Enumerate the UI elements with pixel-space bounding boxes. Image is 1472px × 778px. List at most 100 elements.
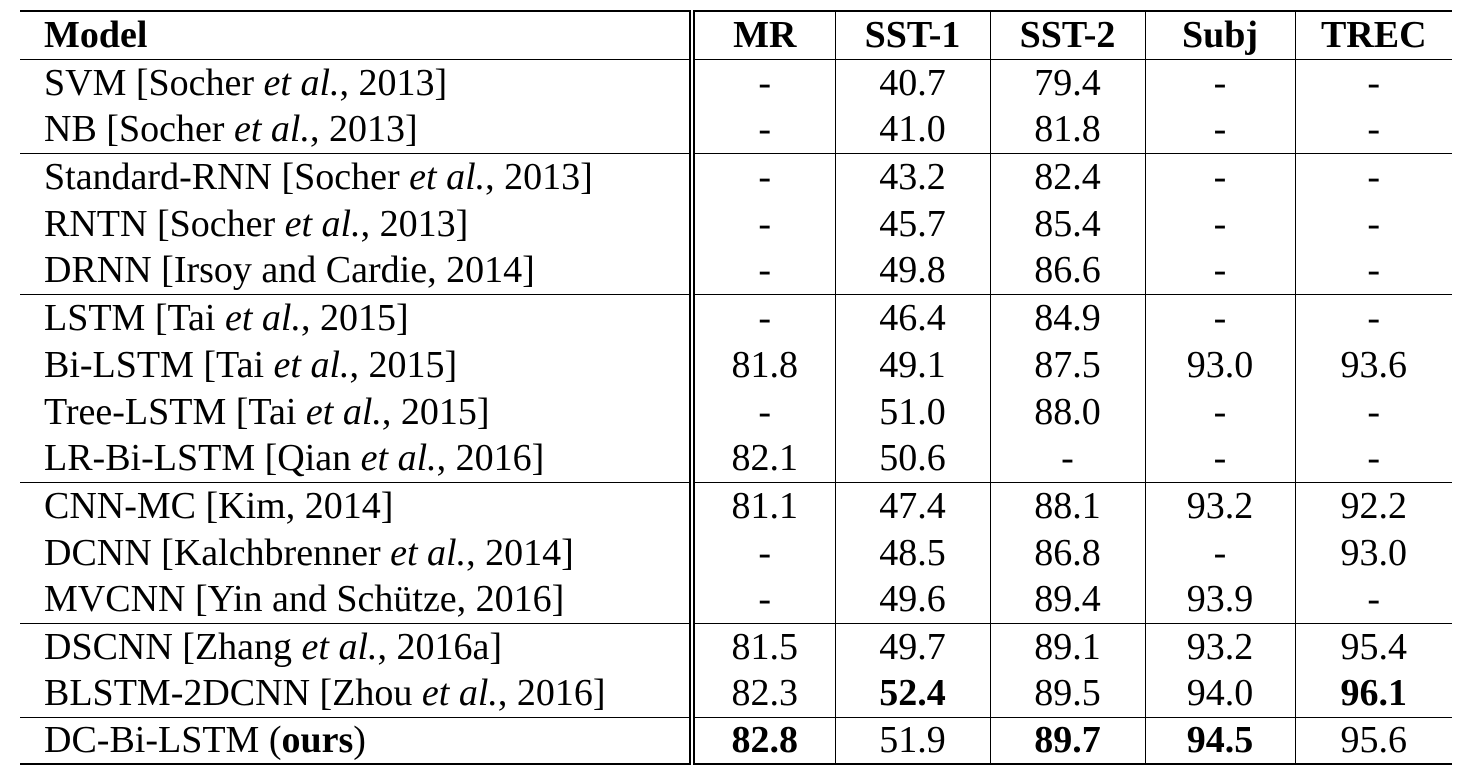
score-cell: 48.5 [834, 529, 990, 576]
table-row: DSCNN [Zhang et al., 2016a] 81.5 49.7 89.1 9… [20, 623, 1452, 670]
score-cell: 49.8 [834, 247, 990, 294]
model-text: MVCNN [Yin and Schütze, 2016] [44, 578, 565, 621]
table-row: LR-Bi-LSTM [Qian et al., 2016] 82.1 50.6- -… [20, 435, 1452, 482]
model-text: Standard-RNN [Socher [44, 155, 410, 198]
model-text: , 2013] [339, 61, 448, 104]
model-cell: DRNN [Irsoy and Cardie, 2014] [20, 247, 695, 294]
score-cell: 49.6 [834, 576, 990, 623]
score-cell: 88.0 [989, 388, 1145, 435]
model-cell: CNN-MC [Kim, 2014] [20, 482, 695, 529]
score-cell: 94.0 [1144, 670, 1295, 717]
model-text: DC-Bi-LSTM ( [44, 719, 282, 762]
score-cell: 86.8 [989, 529, 1145, 576]
model-text: , 2015] [381, 390, 490, 433]
score-cell: - [1144, 294, 1295, 341]
score-cell: 41.0 [834, 106, 990, 153]
score-cell: 93.2 [1144, 482, 1295, 529]
score-cell: 86.6 [989, 247, 1145, 294]
score-cell: 95.4 [1294, 623, 1452, 670]
model-cell: Tree-LSTM [Tai et al., 2015] [20, 388, 695, 435]
header-cell: SST-1 [834, 11, 990, 59]
score-cell: - [758, 202, 772, 245]
row-group: LSTM [Tai et al., 2015] -46.4 84.9- - Bi-LST… [20, 294, 1452, 482]
model-text-italic: et al. [284, 202, 361, 245]
model-text: LSTM [Tai [44, 296, 225, 339]
model-cell: SVM [Socher et al., 2013] [20, 59, 695, 106]
model-text: DCNN [Kalchbrenner [44, 531, 391, 574]
model-text-italic: et al. [301, 625, 378, 668]
score-cell: - [758, 155, 772, 198]
model-cell: DCNN [Kalchbrenner et al., 2014] [20, 529, 695, 576]
model-text: Bi-LSTM [Tai [44, 343, 274, 386]
score-cell: - [1294, 59, 1452, 106]
model-text: Tree-LSTM [Tai [44, 390, 306, 433]
score-cell: - [1144, 388, 1295, 435]
table-row: DCNN [Kalchbrenner et al., 2014] - 48.5 86.… [20, 529, 1452, 576]
score-cell: - [1294, 247, 1452, 294]
model-text-italic: et al. [360, 437, 437, 480]
model-text: DSCNN [Zhang [44, 625, 302, 668]
score-cell: 43.2 [834, 153, 990, 200]
score-cell: 88.1 [989, 482, 1145, 529]
model-cell: LSTM [Tai et al., 2015] [20, 294, 695, 341]
score-cell: 92.2 [1294, 482, 1452, 529]
model-cell: DSCNN [Zhang et al., 2016a] [20, 623, 695, 670]
model-cell: MVCNN [Yin and Schütze, 2016] [20, 576, 695, 623]
table-row: BLSTM-2DCNN [Zhou et al., 2016] 82.3 52.4 8… [20, 670, 1452, 717]
table-row: CNN-MC [Kim, 2014] 81.1 47.4 88.1 93.2 92.2 [20, 482, 1452, 529]
row-group: DC-Bi-LSTM (ours) 82.8 51.9 89.7 94.5 95.6 [20, 717, 1452, 764]
table-row: DC-Bi-LSTM (ours) 82.8 51.9 89.7 94.5 95.6 [20, 717, 1452, 764]
score-cell: - [1294, 388, 1452, 435]
row-group: SVM [Socher et al., 2013] -40.7 79.4- - NB [… [20, 59, 1452, 153]
table-row: LSTM [Tai et al., 2015] -46.4 84.9- - [20, 294, 1452, 341]
score-cell: 79.4 [989, 59, 1145, 106]
score-cell: 87.5 [989, 341, 1145, 388]
model-text-italic: et al. [409, 155, 486, 198]
score-cell: - [1294, 435, 1452, 482]
row-group: Standard-RNN [Socher et al., 2013] -43.2 8… [20, 153, 1452, 294]
model-text: SVM [Socher [44, 61, 264, 104]
model-text: , 2015] [349, 343, 458, 386]
score-cell: - [1144, 59, 1295, 106]
table-row: DRNN [Irsoy and Cardie, 2014] -49.8 86.6- - [20, 247, 1452, 294]
score-cell: 50.6 [834, 435, 990, 482]
score-cell: - [1144, 106, 1295, 153]
score-cell: - [1144, 247, 1295, 294]
model-text: ) [353, 719, 366, 762]
score-cell: 89.5 [989, 670, 1145, 717]
score-cell: 82.8 [731, 719, 799, 762]
model-text: , 2016a] [377, 625, 503, 668]
model-text-italic: et al. [390, 531, 467, 574]
header-row: Model MR SST-1 SST-2 Subj TREC [20, 11, 1452, 59]
model-text: , 2013] [309, 108, 418, 151]
score-cell: - [989, 435, 1145, 482]
score-cell: 94.5 [1144, 717, 1295, 764]
header-cell: Model [20, 11, 695, 59]
score-cell: 47.4 [834, 482, 990, 529]
score-cell: - [758, 249, 772, 292]
score-cell: 82.1 [731, 437, 799, 480]
score-cell: 49.1 [834, 341, 990, 388]
score-cell: 93.2 [1144, 623, 1295, 670]
model-text-italic: et al. [263, 61, 340, 104]
score-cell: - [1294, 153, 1452, 200]
score-cell: 96.1 [1294, 670, 1452, 717]
model-cell: BLSTM-2DCNN [Zhou et al., 2016] [20, 670, 695, 717]
score-cell: - [758, 108, 772, 151]
score-cell: 85.4 [989, 200, 1145, 247]
table-row: Tree-LSTM [Tai et al., 2015] -51.0 88.0- - [20, 388, 1452, 435]
row-group: DSCNN [Zhang et al., 2016a] 81.5 49.7 89.1 9… [20, 623, 1452, 717]
model-text: , 2013] [485, 155, 593, 198]
header-cell: SST-2 [989, 11, 1145, 59]
score-cell: 95.6 [1294, 717, 1452, 764]
model-text-bold: ours [281, 719, 354, 762]
score-cell: 51.9 [834, 717, 990, 764]
table-row: Bi-LSTM [Tai et al., 2015] 81.8 49.1 87.5 93… [20, 341, 1452, 388]
score-cell: 93.9 [1144, 576, 1295, 623]
score-cell: 93.6 [1294, 341, 1452, 388]
score-cell: 81.1 [731, 484, 799, 527]
score-cell: 82.4 [989, 153, 1145, 200]
model-text: CNN-MC [Kim, 2014] [44, 484, 394, 527]
score-cell: - [1144, 435, 1295, 482]
table-row: SVM [Socher et al., 2013] -40.7 79.4- - [20, 59, 1452, 106]
